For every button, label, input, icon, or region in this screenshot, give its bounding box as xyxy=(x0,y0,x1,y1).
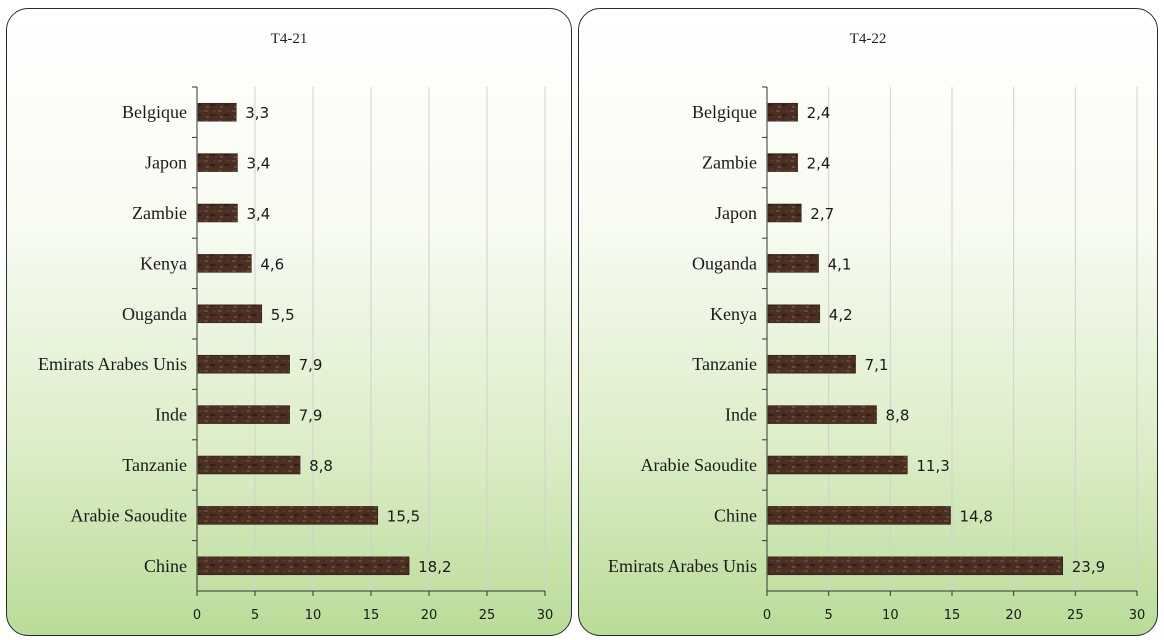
x-tick-label: 5 xyxy=(251,608,259,623)
category-label: Emirats Arabes Unis xyxy=(608,556,757,576)
data-label: 18,2 xyxy=(418,558,451,576)
x-tick-label: 0 xyxy=(763,608,771,623)
bar-chart-left: 0 5 10 15 20 25 30 Belgique 3,3 Japon 3,4 Zambie 3,4… xyxy=(38,86,554,623)
data-label: 7,1 xyxy=(865,356,889,374)
category-label: Arabie Saoudite xyxy=(641,455,757,475)
category-label: Kenya xyxy=(140,253,187,273)
bar xyxy=(767,405,877,424)
bar xyxy=(197,153,238,172)
bar xyxy=(767,102,798,122)
bar xyxy=(197,354,290,374)
bar xyxy=(197,556,410,576)
bar xyxy=(767,455,908,475)
bar xyxy=(197,455,301,475)
category-label: Inde xyxy=(725,405,757,425)
data-label: 4,1 xyxy=(828,255,852,273)
data-label: 2,7 xyxy=(810,205,834,223)
category-label: Chine xyxy=(714,505,757,525)
category-label: Arabie Saoudite xyxy=(71,505,187,525)
bar xyxy=(767,506,951,525)
category-label: Belgique xyxy=(122,102,187,122)
data-label: 23,9 xyxy=(1072,558,1105,576)
chart-panel-right: T4-22 0 5 10 15 20 25 30 Belgique 2,4 Zambie 2,4 Ja… xyxy=(578,8,1158,636)
category-label: Tanzanie xyxy=(692,354,757,374)
x-tick-label: 15 xyxy=(363,608,380,623)
bar xyxy=(767,153,798,172)
x-tick-label: 0 xyxy=(193,608,201,623)
data-label: 2,4 xyxy=(807,155,831,173)
bar-chart-right: 0 5 10 15 20 25 30 Belgique 2,4 Zambie 2,4 Japon 2,7… xyxy=(608,86,1146,623)
x-tick-label: 10 xyxy=(882,608,899,623)
x-tick-label: 5 xyxy=(825,608,833,623)
data-label: 7,9 xyxy=(299,407,323,425)
data-label: 8,8 xyxy=(309,457,333,475)
category-label: Ouganda xyxy=(122,304,187,324)
x-tick-label: 10 xyxy=(305,608,322,623)
category-label: Ouganda xyxy=(692,253,757,273)
x-tick-label: 30 xyxy=(1129,608,1146,623)
data-label: 3,3 xyxy=(245,104,269,122)
data-label: 5,5 xyxy=(271,306,295,324)
category-label: Zambie xyxy=(702,153,757,173)
data-label: 11,3 xyxy=(916,457,949,475)
bar xyxy=(197,405,290,424)
category-label: Japon xyxy=(715,203,757,223)
chart-panel-left: T4-21 0 5 10 15 20 25 30 Belgique 3,3 Japon 3,4 Zam… xyxy=(6,8,572,636)
x-tick-label: 20 xyxy=(1005,608,1022,623)
category-label: Emirats Arabes Unis xyxy=(38,354,187,374)
bar xyxy=(197,254,252,273)
data-label: 3,4 xyxy=(246,205,270,223)
x-tick-label: 15 xyxy=(944,608,961,623)
category-label: Kenya xyxy=(710,304,757,324)
category-label: Chine xyxy=(144,556,187,576)
bar xyxy=(197,506,379,525)
bar xyxy=(197,203,238,223)
bar xyxy=(197,304,263,324)
x-tick-label: 30 xyxy=(537,608,554,623)
x-tick-label: 20 xyxy=(421,608,438,623)
data-label: 14,8 xyxy=(960,507,993,525)
bar xyxy=(767,304,821,324)
x-tick-label: 25 xyxy=(1067,608,1084,623)
bar xyxy=(197,102,237,122)
data-label: 4,6 xyxy=(260,255,284,273)
data-label: 2,4 xyxy=(807,104,831,122)
chart-title: T4-22 xyxy=(849,31,887,47)
bar xyxy=(767,354,856,374)
category-label: Zambie xyxy=(132,203,187,223)
x-tick-label: 25 xyxy=(479,608,496,623)
category-label: Japon xyxy=(145,153,187,173)
category-label: Belgique xyxy=(692,102,757,122)
data-label: 8,8 xyxy=(886,407,910,425)
data-label: 4,2 xyxy=(829,306,853,324)
bar xyxy=(767,254,819,273)
data-label: 15,5 xyxy=(387,507,420,525)
bar xyxy=(767,203,802,223)
data-label: 7,9 xyxy=(299,356,323,374)
data-label: 3,4 xyxy=(246,155,270,173)
bar xyxy=(767,556,1064,576)
category-label: Inde xyxy=(155,405,187,425)
chart-title: T4-21 xyxy=(270,31,308,47)
category-label: Tanzanie xyxy=(122,455,187,475)
